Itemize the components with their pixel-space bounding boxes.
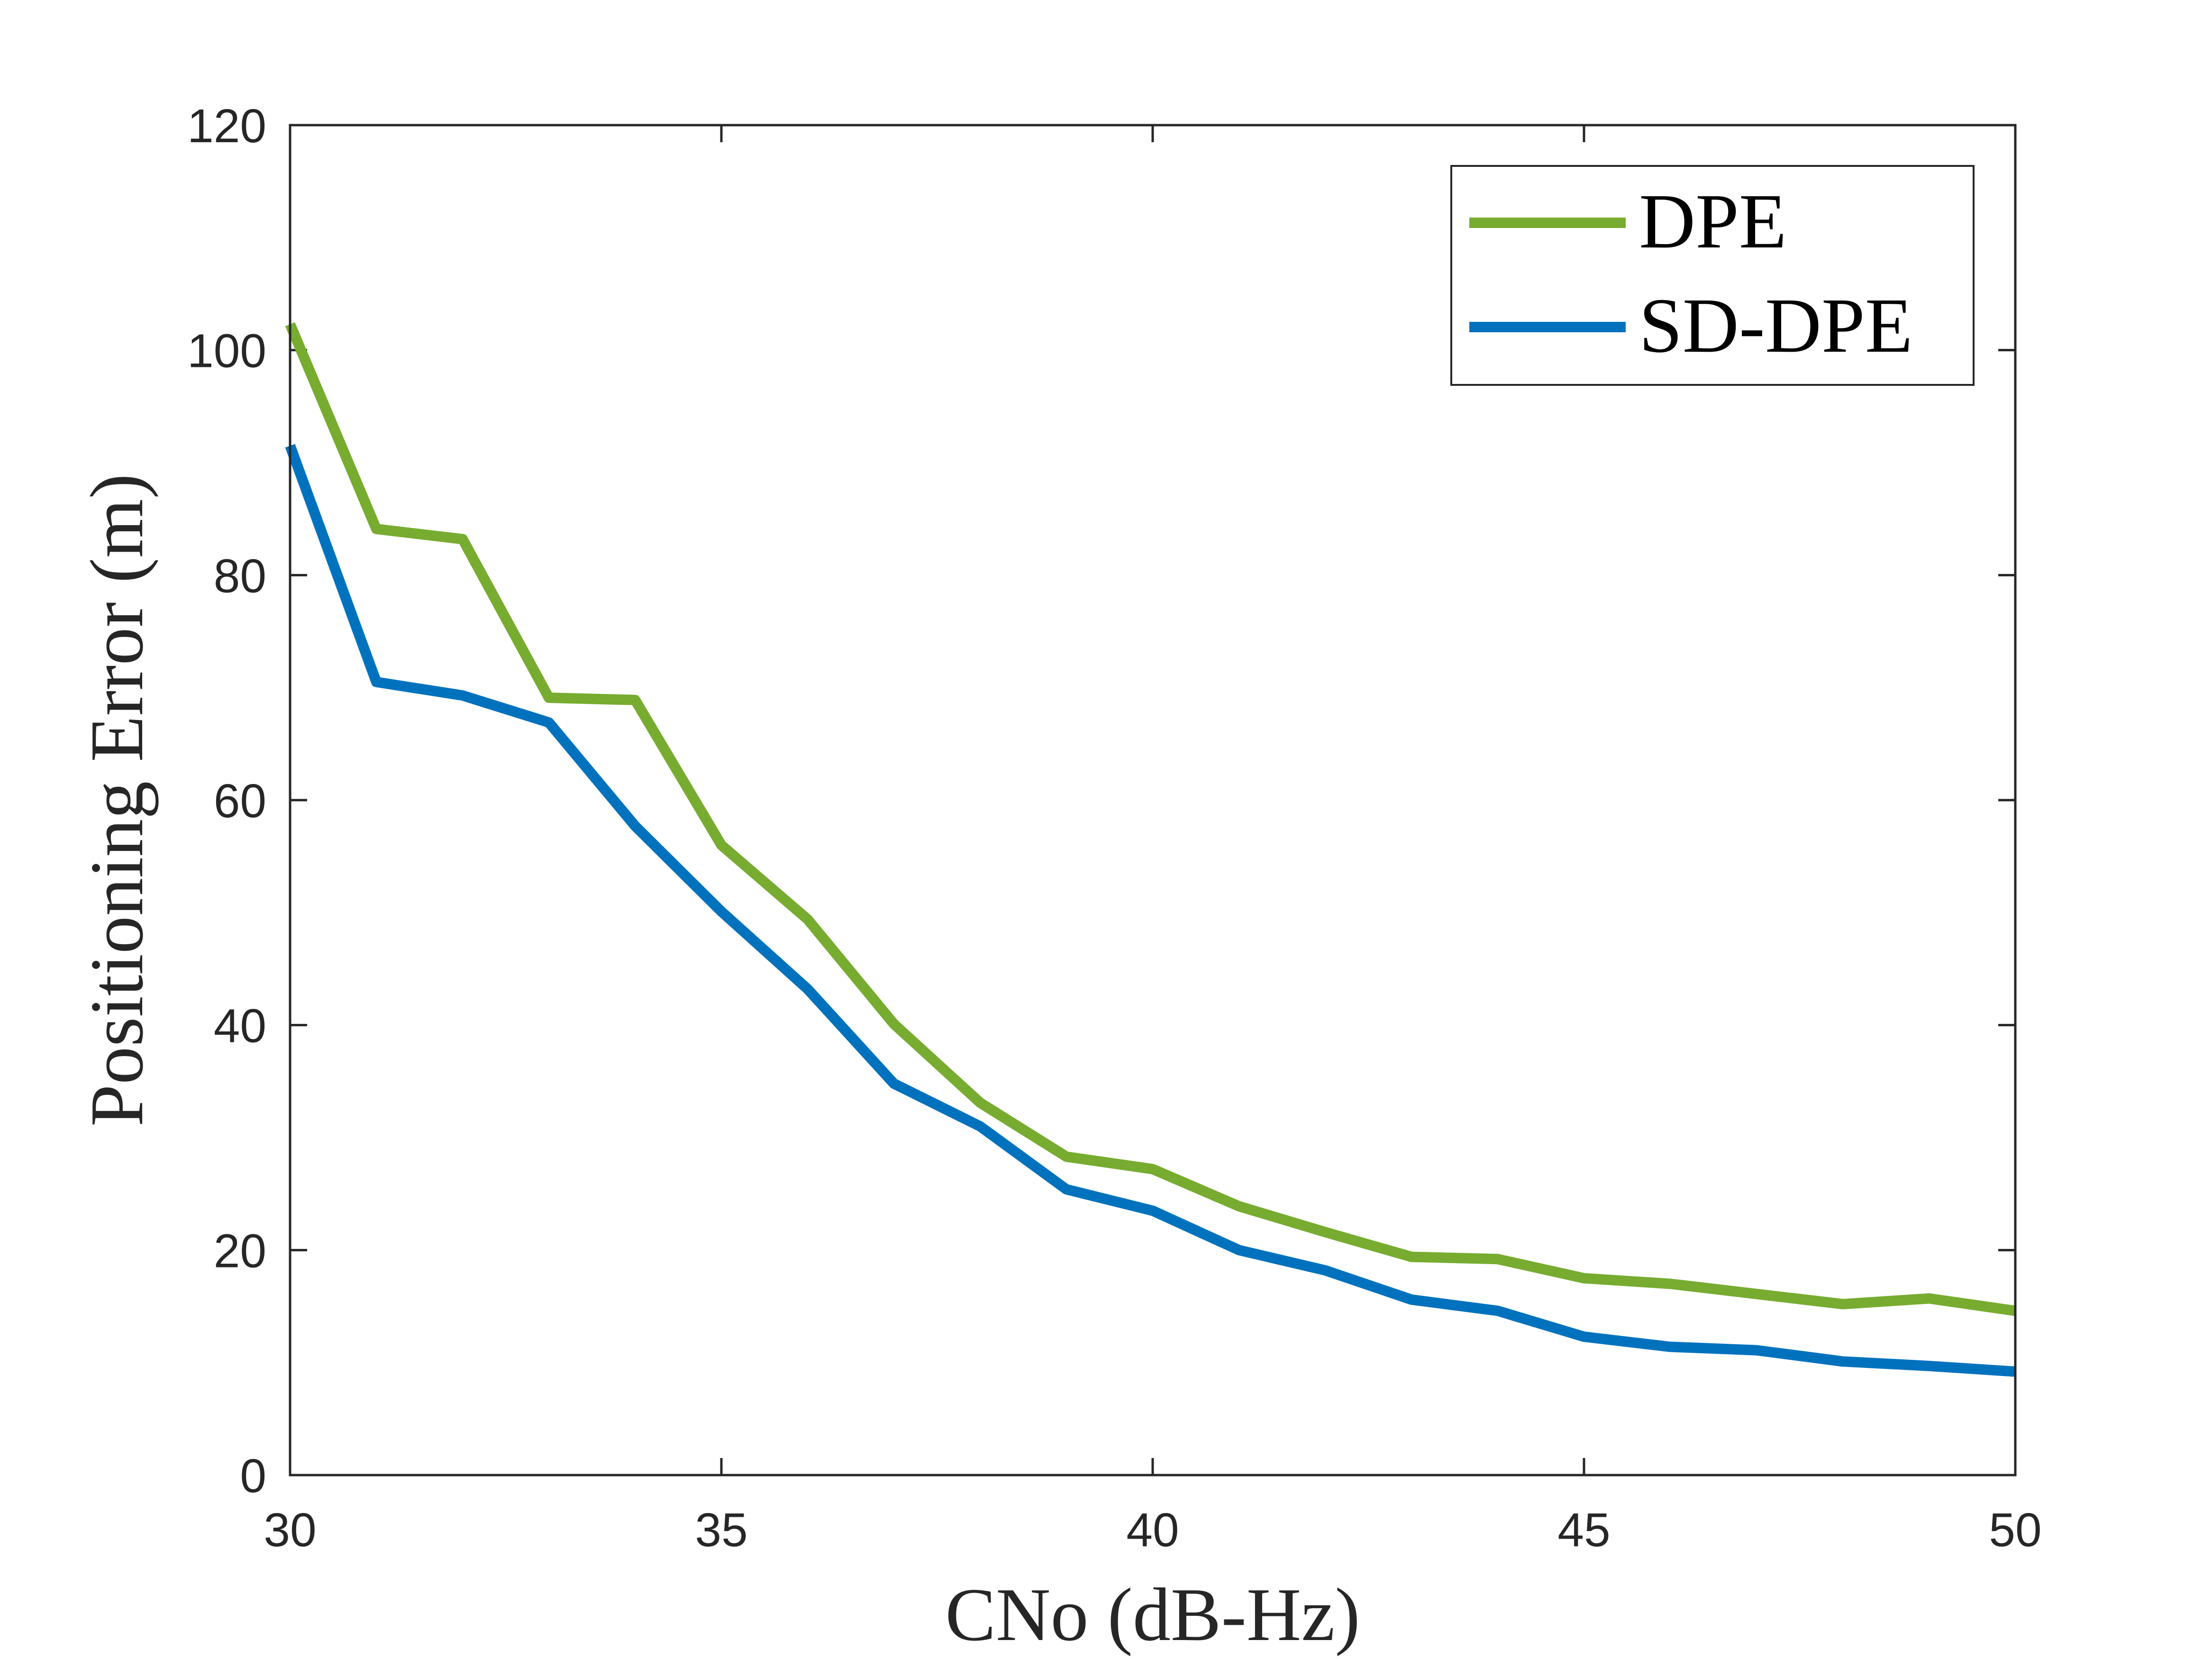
series-line-sd-dpe [285, 444, 2016, 1377]
x-axis-title: CNo (dB-Hz) [945, 1572, 1360, 1657]
y-tick-label: 120 [187, 100, 266, 153]
x-tick-label: 30 [264, 1504, 316, 1557]
x-tick-label: 40 [1126, 1504, 1179, 1557]
x-tick-label: 50 [1989, 1504, 2041, 1557]
axis-tick-labels: 30 35 40 45 50 0 20 40 60 80 100 120 [187, 100, 2041, 1557]
legend-label-dpe: DPE [1639, 178, 1787, 264]
legend-label-sd-dpe: SD-DPE [1639, 282, 1913, 369]
x-tick-label: 45 [1557, 1504, 1610, 1557]
y-tick-label: 0 [240, 1449, 266, 1503]
y-tick-label: 60 [214, 775, 266, 828]
legend-box [1450, 165, 1975, 386]
plot-frame [289, 124, 2017, 1477]
y-tick-label: 20 [214, 1224, 266, 1277]
y-tick-label: 40 [214, 1000, 266, 1053]
series-line-dpe [285, 322, 2016, 1316]
y-tick-label: 100 [187, 325, 266, 378]
y-axis-title: Positioning Error (m) [74, 474, 159, 1127]
y-tick-label: 80 [214, 549, 266, 602]
series-lines [285, 322, 2016, 1377]
x-tick-label: 35 [695, 1504, 747, 1557]
legend: DPE SD-DPE [1450, 165, 1975, 386]
